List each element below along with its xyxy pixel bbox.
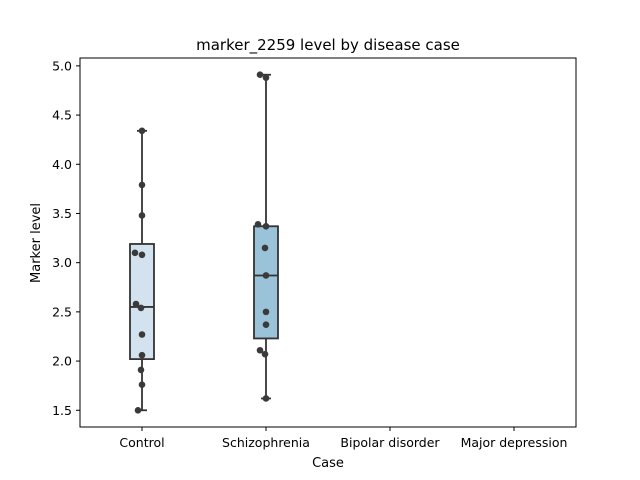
data-point [138, 351, 146, 359]
data-point [261, 350, 269, 358]
x-axis-label: Case [312, 456, 344, 471]
x-tick-label: Major depression [461, 435, 568, 450]
data-point [256, 346, 264, 354]
y-tick-label: 1.5 [52, 403, 72, 418]
data-point [262, 321, 270, 328]
y-axis-label: Marker level [29, 203, 44, 283]
box-schizophrenia [253, 71, 279, 402]
data-point [256, 71, 264, 79]
box-iqr [129, 243, 155, 361]
y-tick-label: 3.0 [52, 255, 72, 270]
data-point [134, 406, 142, 414]
y-tick-label: 3.5 [52, 206, 72, 221]
y-tick-label: 2.5 [52, 304, 72, 319]
data-point [261, 244, 269, 252]
data-point [138, 212, 146, 219]
data-point [137, 304, 145, 312]
y-tick-label: 2.0 [52, 354, 72, 369]
y-axis: 1.5 2.0 2.5 3.0 3.5 4.0 4.5 5.0 [52, 58, 80, 418]
data-point [137, 366, 145, 374]
box-control [129, 127, 155, 414]
plot-area [79, 57, 577, 428]
x-tick-label: Control [119, 435, 164, 450]
chart-title: marker_2259 level by disease case [196, 36, 460, 55]
x-tick-label: Schizophrenia [222, 435, 310, 450]
y-tick-label: 5.0 [52, 58, 72, 73]
data-point [262, 272, 270, 279]
data-point [138, 127, 146, 135]
data-point [138, 181, 146, 189]
data-point [254, 220, 262, 228]
data-point [262, 74, 270, 81]
data-point [262, 308, 270, 316]
y-tick-label: 4.5 [52, 108, 72, 123]
data-point [131, 249, 139, 257]
box-plots [129, 71, 279, 414]
data-point [138, 381, 146, 388]
x-axis: Control Schizophrenia Bipolar disorder Majo… [119, 427, 567, 450]
data-point [262, 222, 270, 230]
data-point [132, 300, 140, 308]
data-point [138, 331, 146, 338]
data-point [262, 395, 270, 402]
y-tick-label: 4.0 [52, 157, 72, 172]
x-tick-label: Bipolar disorder [340, 435, 440, 450]
data-point [138, 251, 146, 259]
